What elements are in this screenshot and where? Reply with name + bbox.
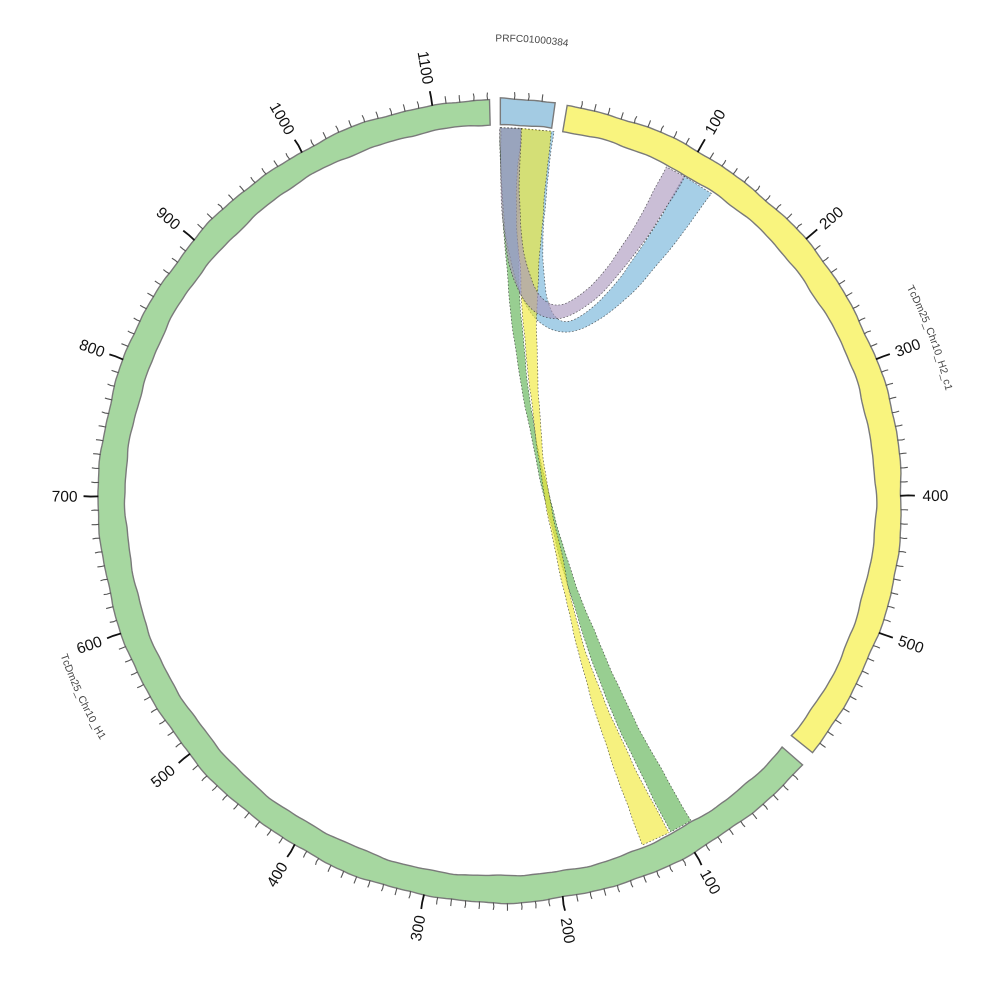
svg-text:P: P bbox=[495, 33, 502, 44]
svg-text:_: _ bbox=[88, 718, 102, 730]
svg-text:H: H bbox=[935, 359, 949, 370]
svg-text:2: 2 bbox=[937, 366, 950, 375]
svg-text:5: 5 bbox=[918, 315, 931, 325]
svg-text:1100: 1100 bbox=[414, 50, 436, 86]
svg-text:2: 2 bbox=[916, 309, 929, 319]
svg-text:0: 0 bbox=[85, 714, 98, 725]
svg-text:0: 0 bbox=[545, 36, 552, 48]
svg-text:0: 0 bbox=[931, 348, 944, 358]
svg-text:300: 300 bbox=[408, 914, 430, 943]
svg-text:400: 400 bbox=[922, 488, 948, 505]
svg-text:R: R bbox=[502, 33, 509, 44]
svg-text:h: h bbox=[926, 333, 939, 343]
svg-text:T: T bbox=[904, 283, 918, 295]
svg-text:3: 3 bbox=[551, 36, 558, 48]
svg-text:4: 4 bbox=[562, 38, 570, 50]
svg-text:1: 1 bbox=[95, 731, 108, 742]
svg-text:0: 0 bbox=[523, 34, 530, 45]
svg-text:0: 0 bbox=[540, 35, 547, 47]
svg-text:_: _ bbox=[72, 688, 86, 699]
svg-text:700: 700 bbox=[52, 488, 78, 505]
svg-text:_: _ bbox=[920, 319, 934, 330]
svg-text:_: _ bbox=[938, 371, 951, 381]
svg-text:c: c bbox=[940, 378, 953, 386]
svg-text:_: _ bbox=[933, 352, 947, 362]
svg-text:D: D bbox=[62, 663, 76, 675]
svg-text:8: 8 bbox=[556, 37, 563, 49]
svg-text:1: 1 bbox=[528, 34, 535, 45]
svg-text:c: c bbox=[60, 658, 73, 667]
svg-text:1: 1 bbox=[941, 383, 954, 392]
svg-text:F: F bbox=[509, 34, 515, 45]
svg-text:T: T bbox=[58, 652, 72, 663]
svg-text:2: 2 bbox=[68, 678, 81, 688]
svg-text:200: 200 bbox=[557, 917, 578, 946]
svg-text:C: C bbox=[923, 326, 937, 338]
svg-text:C: C bbox=[516, 34, 524, 45]
svg-text:1: 1 bbox=[83, 709, 96, 720]
svg-text:1: 1 bbox=[929, 342, 942, 352]
svg-text:0: 0 bbox=[534, 35, 541, 46]
svg-text:r: r bbox=[928, 339, 941, 347]
svg-text:5: 5 bbox=[70, 683, 83, 693]
svg-text:c: c bbox=[907, 289, 920, 299]
svg-text:r: r bbox=[81, 706, 94, 715]
svg-text:h: h bbox=[78, 701, 91, 712]
